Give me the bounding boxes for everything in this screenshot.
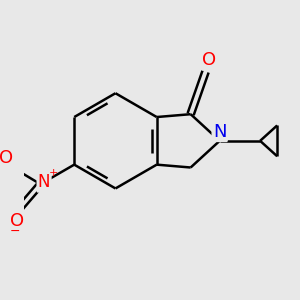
Text: N: N: [213, 123, 226, 141]
Text: O: O: [202, 51, 217, 69]
Text: −: −: [10, 225, 20, 238]
Text: O: O: [10, 212, 24, 230]
Text: N: N: [38, 173, 50, 191]
Text: +: +: [49, 168, 58, 178]
Text: O: O: [0, 148, 13, 166]
